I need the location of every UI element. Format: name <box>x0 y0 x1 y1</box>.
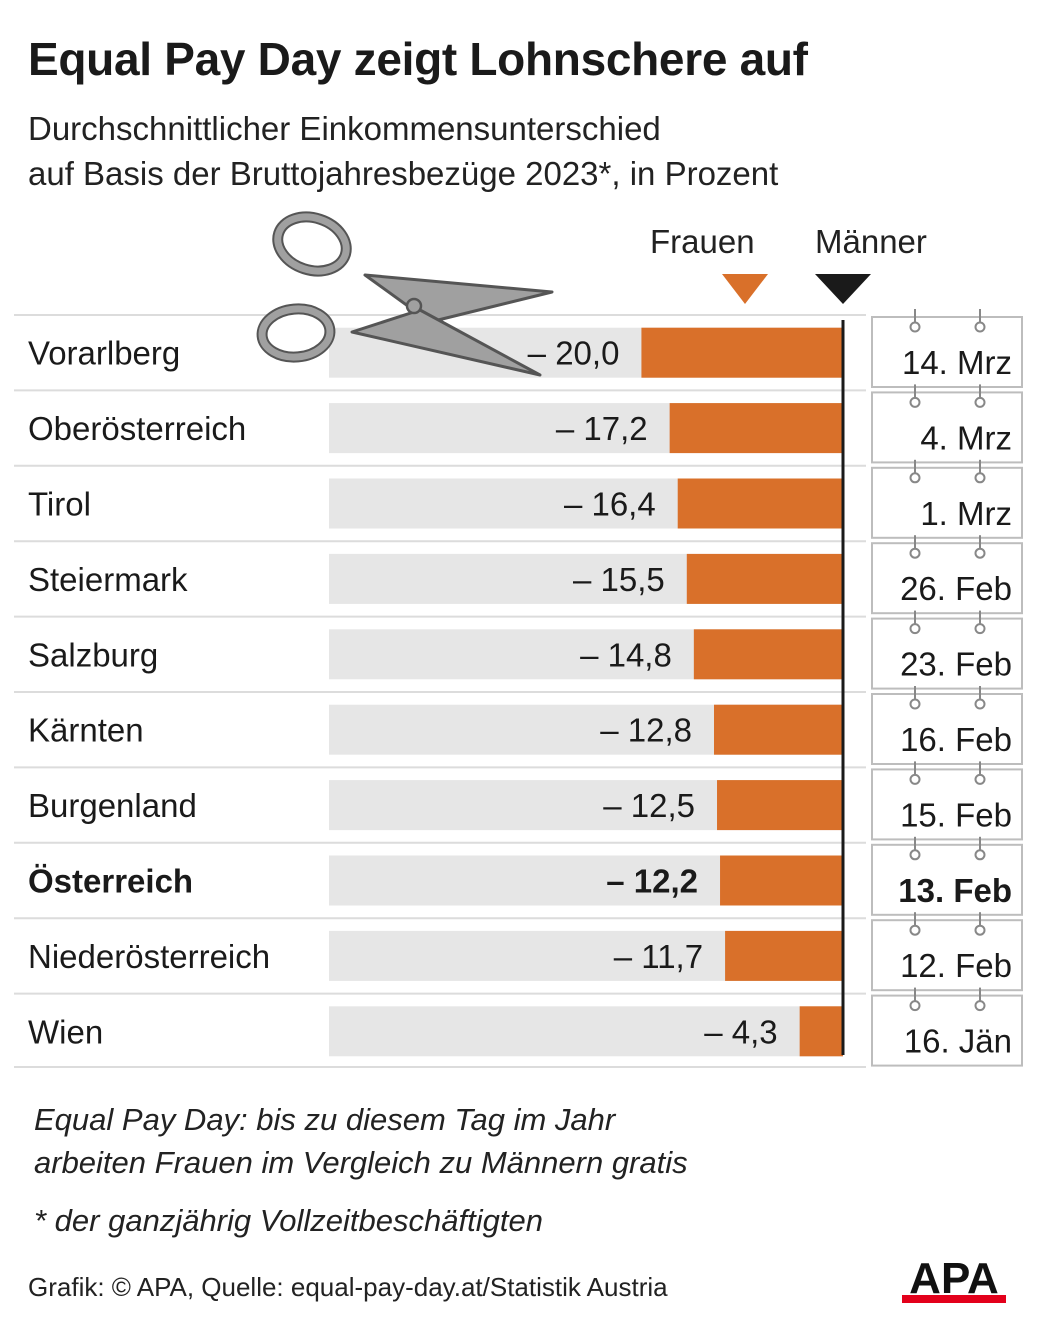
equal-pay-day-date: 14. Mrz <box>902 344 1012 381</box>
calendar-ring-hole <box>974 924 986 936</box>
value-bar <box>641 327 843 378</box>
value-bar <box>799 1006 843 1057</box>
value-bar <box>669 403 843 454</box>
calendar-ring-hole <box>974 773 986 785</box>
calendar-ring-hole <box>974 849 986 861</box>
calendar-ring-hole <box>974 472 986 484</box>
value-label: – 15,5 <box>573 561 665 598</box>
value-label: – 12,2 <box>606 863 698 900</box>
calendar-icon <box>871 693 1023 765</box>
equal-pay-day-date: 16. Jän <box>904 1023 1012 1060</box>
apa-logo-bar <box>902 1295 1006 1303</box>
value-label: – 12,5 <box>603 787 695 824</box>
calendar-icon <box>871 994 1023 1067</box>
calendar-ring-hole <box>909 396 921 408</box>
calendar-icon <box>871 617 1023 690</box>
chart: Vorarlberg – 20,0 14. Mrz Oberösterreich – 1… <box>14 211 1023 1068</box>
value-bar <box>720 855 843 906</box>
subtitle-line-2: auf Basis der Bruttojahresbezüge 2023*, … <box>28 155 779 192</box>
calendar-ring-hole <box>909 321 921 333</box>
calendar-icon <box>871 843 1023 916</box>
equal-pay-day-date: 1. Mrz <box>920 495 1012 532</box>
category-label: Niederösterreich <box>28 938 270 975</box>
equal-pay-day-date: 4. Mrz <box>920 419 1012 456</box>
calendar-icon <box>871 316 1023 388</box>
calendar-ring-hole <box>909 1000 921 1012</box>
value-label: – 20,0 <box>528 335 620 372</box>
calendar-ring-hole <box>974 623 986 635</box>
calendar-icon <box>871 466 1023 539</box>
equal-pay-day-date: 16. Feb <box>900 721 1012 758</box>
page-title: Equal Pay Day zeigt Lohnschere auf <box>28 33 808 85</box>
calendar-ring-hole <box>909 623 921 635</box>
category-label: Oberösterreich <box>28 410 246 447</box>
calendar-icon <box>871 919 1023 992</box>
category-label: Kärnten <box>28 712 144 749</box>
subtitle: Durchschnittlicher Einkommensunterschied… <box>28 106 778 196</box>
equal-pay-day-date: 26. Feb <box>900 570 1012 607</box>
calendar-ring-hole <box>974 1000 986 1012</box>
scissors-icon <box>256 211 554 377</box>
source-credit: Grafik: © APA, Quelle: equal-pay-day.at/… <box>28 1272 668 1302</box>
value-label: – 17,2 <box>556 410 648 447</box>
calendar-ring-hole <box>909 547 921 559</box>
legend-women-marker <box>722 274 768 304</box>
value-label: – 16,4 <box>564 486 656 523</box>
category-label: Burgenland <box>28 787 197 824</box>
value-label: – 11,7 <box>614 938 703 975</box>
calendar-ring-hole <box>974 547 986 559</box>
apa-logo: APA <box>902 1255 1006 1303</box>
equal-pay-day-date: 12. Feb <box>900 947 1012 984</box>
asterisk-note: * der ganzjährig Vollzeitbeschäftigten <box>34 1203 543 1238</box>
value-label: – 14,8 <box>580 636 672 673</box>
category-label: Vorarlberg <box>28 335 180 372</box>
calendar-ring-hole <box>909 698 921 710</box>
calendar-ring-hole <box>909 773 921 785</box>
calendar-ring-hole <box>974 698 986 710</box>
calendar-ring-hole <box>909 924 921 936</box>
equal-pay-day-note-line-1: Equal Pay Day: bis zu diesem Tag im Jahr <box>34 1102 616 1137</box>
category-label: Tirol <box>28 486 91 523</box>
calendar-ring-hole <box>974 396 986 408</box>
category-label: Österreich <box>28 863 193 900</box>
category-label: Salzburg <box>28 636 158 673</box>
value-bar <box>713 704 843 755</box>
legend-men-label: Männer <box>815 223 927 260</box>
equal-pay-day-note-line-2: arbeiten Frauen im Vergleich zu Männern … <box>34 1145 688 1180</box>
value-bar <box>693 629 843 680</box>
value-label: – 12,8 <box>600 712 692 749</box>
equal-pay-day-date: 15. Feb <box>900 796 1012 833</box>
background-bar <box>329 1006 843 1057</box>
category-label: Wien <box>28 1013 103 1050</box>
equal-pay-day-date: 13. Feb <box>898 872 1012 909</box>
legend-men-marker <box>815 274 871 304</box>
value-bar <box>717 780 843 831</box>
value-label: – 4,3 <box>704 1013 777 1050</box>
calendar-ring-hole <box>909 849 921 861</box>
subtitle-line-1: Durchschnittlicher Einkommensunterschied <box>28 110 661 147</box>
calendar-icon <box>871 542 1023 615</box>
category-label: Steiermark <box>28 561 188 598</box>
legend-women-label: Frauen <box>650 223 755 260</box>
calendar-icon <box>871 391 1023 464</box>
value-bar <box>725 930 843 981</box>
equal-pay-day-date: 23. Feb <box>900 646 1012 683</box>
value-bar <box>677 478 843 529</box>
calendar-icon <box>871 768 1023 841</box>
calendar-ring-hole <box>909 472 921 484</box>
value-bar <box>686 553 843 604</box>
calendar-ring-hole <box>974 321 986 333</box>
